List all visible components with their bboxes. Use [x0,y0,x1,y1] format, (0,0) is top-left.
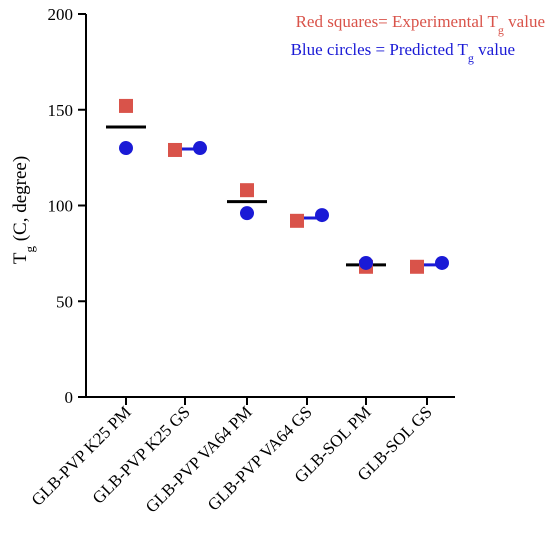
experimental-point-3 [290,213,304,228]
y-axis: 0 50 100 150 200 [48,5,87,407]
legend-experimental-sub: g [498,23,504,37]
predicted-point-1 [193,141,207,156]
legend: Red squares= Experimental Tg value Blue … [291,12,545,65]
legend-predicted-pre: Blue circles = Predicted T [291,40,469,59]
predicted-point-5 [435,255,449,270]
y-ticks: 0 50 100 150 200 [48,5,86,407]
y-tick-label-4: 200 [48,5,74,24]
predicted-point-4 [359,255,373,270]
x-tick-label-2: GLB-PVP VA64 PM [142,402,256,516]
legend-experimental-pre: Red squares= Experimental T [296,12,499,31]
experimental-point-0 [119,98,133,113]
predicted-point-3 [315,208,329,223]
y-tick-label-2: 100 [48,197,74,216]
y-axis-title-main: T [10,252,31,264]
y-tick-label-0: 0 [65,388,74,407]
experimental-point-2 [240,183,254,198]
predicted-point-2 [240,206,254,221]
legend-predicted-post: value [474,40,515,59]
legend-experimental: Red squares= Experimental Tg value [296,12,545,37]
legend-predicted: Blue circles = Predicted Tg value [291,40,515,65]
x-tick-label-0: GLB-PVP K25 PM [28,402,135,509]
legend-experimental-post: value [504,12,545,31]
experimental-point-1 [168,142,182,157]
y-tick-label-3: 150 [48,101,74,120]
y-axis-title: Tg (C, degree) [10,156,37,264]
y-tick-label-1: 50 [56,292,73,311]
y-axis-title-sub: g [22,246,37,253]
x-tick-label-3: GLB-PVP VA64 GS [204,402,316,514]
data-marks [106,98,449,274]
legend-predicted-sub: g [468,51,474,65]
predicted-point-0 [119,141,133,156]
experimental-point-5 [410,259,424,274]
y-axis-title-rest: (C, degree) [10,156,31,246]
